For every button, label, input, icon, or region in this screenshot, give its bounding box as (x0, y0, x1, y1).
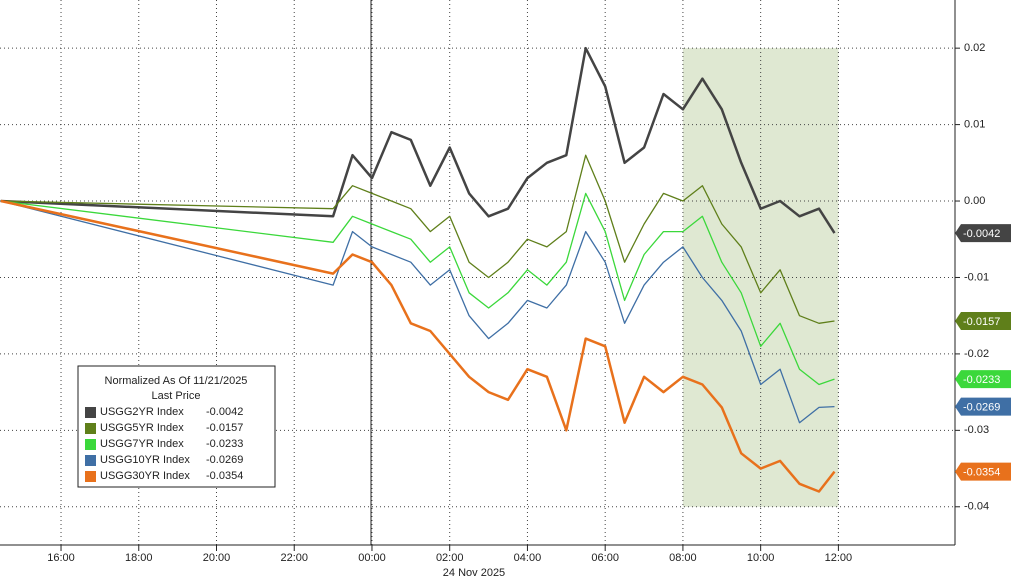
y-tick-label: -0.02 (964, 348, 989, 360)
y-tick-label: -0.03 (964, 424, 989, 436)
legend-swatch (85, 423, 96, 434)
legend-swatch (85, 407, 96, 418)
legend-swatch (85, 439, 96, 450)
legend-label: USGG2YR Index (100, 406, 184, 418)
price-tag (955, 370, 1011, 389)
x-tick-label: 08:00 (669, 552, 697, 564)
date-label: 24 Nov 2025 (443, 567, 505, 579)
y-tick-label: 0.02 (964, 42, 985, 54)
legend-value: -0.0157 (206, 422, 243, 434)
series-line (0, 199, 836, 493)
legend-label: USGG10YR Index (100, 454, 190, 466)
y-tick-label: 0.00 (964, 195, 985, 207)
series-line (0, 192, 835, 386)
x-tick-label: 02:00 (436, 552, 464, 564)
price-tag (955, 312, 1011, 331)
legend-label: USGG30YR Index (100, 470, 190, 482)
legend-swatch (85, 455, 96, 466)
price-tag-label: -0.0233 (963, 374, 1000, 386)
x-tick-label: 00:00 (358, 552, 386, 564)
legend-box (77, 365, 276, 488)
series-line (0, 200, 835, 424)
price-tag (955, 397, 1011, 416)
x-tick-label: 22:00 (280, 552, 308, 564)
legend-swatch (85, 471, 96, 482)
x-tick-label: 06:00 (591, 552, 619, 564)
x-tick-label: 18:00 (125, 552, 153, 564)
legend-label: USGG7YR Index (100, 438, 184, 450)
legend-value: -0.0269 (206, 454, 243, 466)
x-tick-label: 12:00 (825, 552, 853, 564)
price-tag-label: -0.0157 (963, 316, 1000, 328)
price-tag-label: -0.0269 (963, 402, 1000, 414)
x-tick-label: 16:00 (47, 552, 75, 564)
legend-value: -0.0354 (206, 470, 243, 482)
legend-subtitle: Last Price (152, 390, 201, 402)
legend-label: USGG5YR Index (100, 422, 184, 434)
x-tick-label: 20:00 (203, 552, 231, 564)
series-line (0, 46, 836, 234)
legend: Normalized As Of 11/21/2025 Last Price USG… (77, 365, 276, 488)
series-line (0, 154, 835, 324)
y-tick-label: -0.01 (964, 271, 989, 283)
x-tick-label: 04:00 (514, 552, 542, 564)
legend-value: -0.0042 (206, 406, 243, 418)
x-tick-label: 10:00 (747, 552, 775, 564)
price-tag-label: -0.0354 (963, 467, 1000, 479)
y-tick-label: 0.01 (964, 118, 985, 130)
price-tag-label: -0.0042 (963, 228, 1000, 240)
legend-value: -0.0233 (206, 438, 243, 450)
y-tick-label: -0.04 (964, 501, 989, 513)
legend-title: Normalized As Of 11/21/2025 (105, 375, 248, 387)
price-tag (955, 462, 1011, 481)
price-tag (955, 224, 1011, 243)
